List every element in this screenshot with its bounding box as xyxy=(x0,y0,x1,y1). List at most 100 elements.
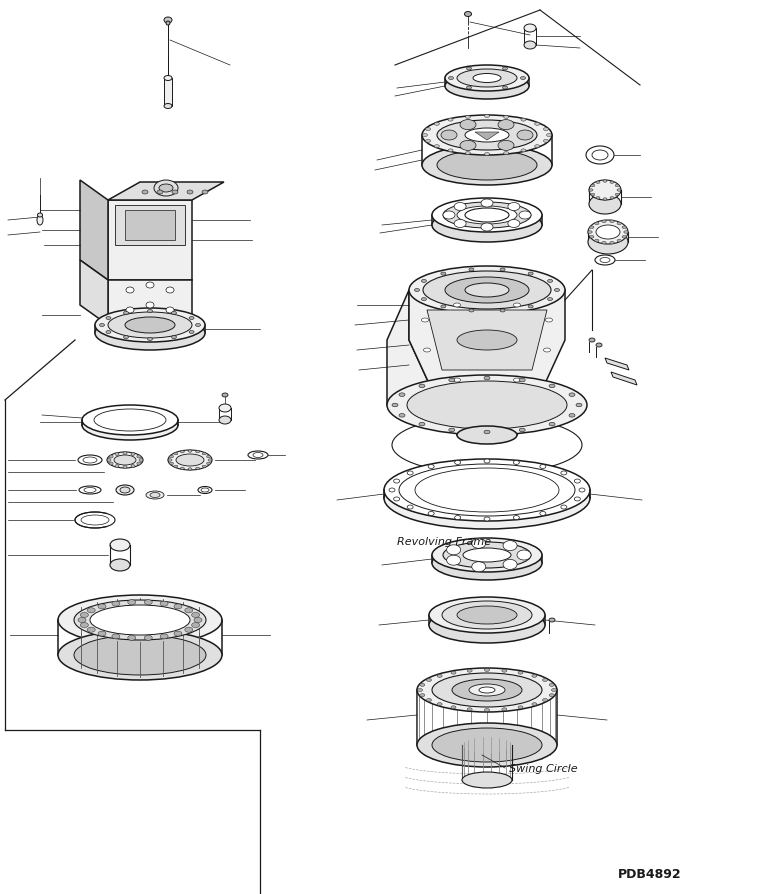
Ellipse shape xyxy=(441,130,457,140)
Ellipse shape xyxy=(419,384,425,388)
Ellipse shape xyxy=(589,180,621,200)
Ellipse shape xyxy=(83,457,97,463)
Ellipse shape xyxy=(171,335,177,339)
Ellipse shape xyxy=(484,114,490,117)
Ellipse shape xyxy=(176,454,204,466)
Ellipse shape xyxy=(75,512,115,528)
Ellipse shape xyxy=(610,241,614,244)
Ellipse shape xyxy=(145,636,152,640)
Ellipse shape xyxy=(449,378,455,382)
Ellipse shape xyxy=(174,631,182,637)
Ellipse shape xyxy=(172,190,178,194)
Ellipse shape xyxy=(115,465,119,468)
Ellipse shape xyxy=(592,150,608,160)
Ellipse shape xyxy=(201,488,209,492)
Ellipse shape xyxy=(588,220,628,244)
Ellipse shape xyxy=(517,130,533,140)
Ellipse shape xyxy=(454,303,461,307)
Ellipse shape xyxy=(194,618,202,622)
Ellipse shape xyxy=(107,452,143,468)
Ellipse shape xyxy=(137,455,141,458)
Ellipse shape xyxy=(569,392,575,396)
Ellipse shape xyxy=(561,471,567,475)
Ellipse shape xyxy=(610,181,614,183)
Ellipse shape xyxy=(589,189,593,191)
Ellipse shape xyxy=(454,203,466,210)
Ellipse shape xyxy=(81,515,109,525)
Ellipse shape xyxy=(622,226,627,229)
Ellipse shape xyxy=(443,211,455,219)
Ellipse shape xyxy=(502,708,507,711)
Ellipse shape xyxy=(181,451,184,453)
Ellipse shape xyxy=(545,318,552,322)
Ellipse shape xyxy=(164,104,172,108)
Ellipse shape xyxy=(540,511,546,516)
Ellipse shape xyxy=(484,153,490,156)
Ellipse shape xyxy=(422,298,426,300)
Ellipse shape xyxy=(602,220,606,223)
Ellipse shape xyxy=(174,465,177,468)
Ellipse shape xyxy=(622,235,627,238)
Ellipse shape xyxy=(465,115,470,118)
Ellipse shape xyxy=(484,376,490,380)
Ellipse shape xyxy=(457,69,517,87)
Polygon shape xyxy=(108,182,224,200)
Ellipse shape xyxy=(576,403,582,407)
Ellipse shape xyxy=(519,428,526,432)
Ellipse shape xyxy=(594,222,599,224)
Ellipse shape xyxy=(166,21,170,25)
Ellipse shape xyxy=(170,462,174,465)
Ellipse shape xyxy=(502,670,507,672)
Ellipse shape xyxy=(429,607,545,643)
Ellipse shape xyxy=(394,479,399,483)
Ellipse shape xyxy=(508,220,520,227)
Ellipse shape xyxy=(519,211,531,219)
Ellipse shape xyxy=(503,560,517,569)
Ellipse shape xyxy=(78,618,86,622)
Ellipse shape xyxy=(407,471,413,475)
Ellipse shape xyxy=(589,194,621,214)
Ellipse shape xyxy=(432,546,542,580)
Ellipse shape xyxy=(148,338,152,341)
Ellipse shape xyxy=(524,41,536,49)
Ellipse shape xyxy=(106,331,111,333)
Ellipse shape xyxy=(513,378,520,382)
Ellipse shape xyxy=(521,118,526,121)
Ellipse shape xyxy=(543,348,551,352)
Ellipse shape xyxy=(420,694,425,696)
Ellipse shape xyxy=(114,455,136,465)
Ellipse shape xyxy=(473,73,501,82)
Ellipse shape xyxy=(189,316,194,319)
Ellipse shape xyxy=(535,145,539,148)
Ellipse shape xyxy=(508,203,520,210)
Ellipse shape xyxy=(457,426,517,444)
Ellipse shape xyxy=(454,516,461,519)
Ellipse shape xyxy=(472,538,486,548)
Ellipse shape xyxy=(469,268,474,271)
Ellipse shape xyxy=(457,606,517,624)
Ellipse shape xyxy=(575,479,581,483)
Ellipse shape xyxy=(424,348,431,352)
Ellipse shape xyxy=(623,231,628,233)
Ellipse shape xyxy=(615,193,619,196)
Ellipse shape xyxy=(123,311,129,315)
Ellipse shape xyxy=(457,206,517,224)
Ellipse shape xyxy=(196,467,200,469)
Ellipse shape xyxy=(540,465,546,468)
Ellipse shape xyxy=(148,309,152,313)
Ellipse shape xyxy=(481,199,493,207)
Ellipse shape xyxy=(548,280,552,283)
Ellipse shape xyxy=(432,673,542,707)
Ellipse shape xyxy=(196,451,200,453)
Ellipse shape xyxy=(520,77,526,80)
Ellipse shape xyxy=(445,65,529,91)
Ellipse shape xyxy=(441,305,446,308)
Ellipse shape xyxy=(543,139,549,142)
Ellipse shape xyxy=(462,772,512,788)
Ellipse shape xyxy=(189,331,194,333)
Ellipse shape xyxy=(432,728,542,762)
Ellipse shape xyxy=(82,410,178,440)
Ellipse shape xyxy=(561,505,567,509)
Ellipse shape xyxy=(467,67,471,70)
Ellipse shape xyxy=(37,215,43,225)
